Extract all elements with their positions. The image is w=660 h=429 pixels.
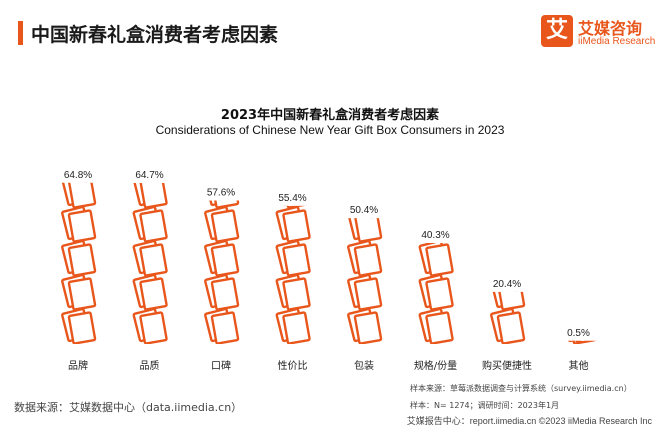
page-title: 中国新春礼盒消费者考虑因素 [31, 24, 279, 46]
data-source-note: 数据来源：艾媒数据中心（data.iimedia.cn） [14, 401, 243, 414]
bar-3 [204, 200, 240, 344]
category-label-4: 性价比 [278, 359, 308, 372]
bar-6 [418, 242, 454, 344]
category-label-3: 口碑 [211, 359, 231, 372]
bar-8 [561, 340, 597, 344]
value-label-8: 0.5% [567, 328, 590, 339]
value-label-7: 20.4% [493, 279, 521, 290]
value-label-6: 40.3% [421, 230, 449, 241]
sample-source-note: 样本来源：草莓派数据调查与计算系统（survey.iimedia.cn） [410, 384, 632, 393]
value-label-5: 50.4% [350, 205, 378, 216]
copyright-note: 艾媒报告中心：report.iimedia.cn ©2023 iiMedia R… [406, 416, 652, 426]
bar-5 [347, 218, 383, 344]
bar-7 [490, 291, 526, 345]
category-label-1: 品牌 [68, 359, 88, 372]
category-label-7: 购买便捷性 [482, 359, 532, 372]
chart-subtitle: Considerations of Chinese New Year Gift … [155, 123, 505, 137]
category-label-6: 规格/份量 [414, 359, 457, 372]
category-label-2: 品质 [140, 360, 160, 372]
value-label-1: 64.8% [64, 170, 92, 181]
sample-size-note: 样本：N= 1274；调研时间：2023年1月 [410, 401, 560, 410]
bar-4 [275, 205, 311, 344]
chart-title: 2023年中国新春礼盒消费者考虑因素 [220, 108, 440, 123]
iimedia-logo: 艾 艾媒咨询 iiMedia Research [541, 14, 655, 54]
logo-name-en: iiMedia Research [578, 36, 656, 47]
title-accent-bar [18, 21, 23, 45]
category-label-5: 包装 [354, 359, 374, 372]
category-label-8: 其他 [569, 359, 589, 372]
bar-1 [61, 182, 97, 344]
logo-mark-icon: 艾 [541, 15, 573, 47]
value-label-2: 64.7% [135, 170, 163, 181]
bar-2 [132, 183, 168, 344]
value-label-3: 57.6% [207, 187, 235, 198]
value-label-4: 55.4% [278, 193, 306, 204]
logo-name-cn: 艾媒咨询 [578, 19, 643, 38]
